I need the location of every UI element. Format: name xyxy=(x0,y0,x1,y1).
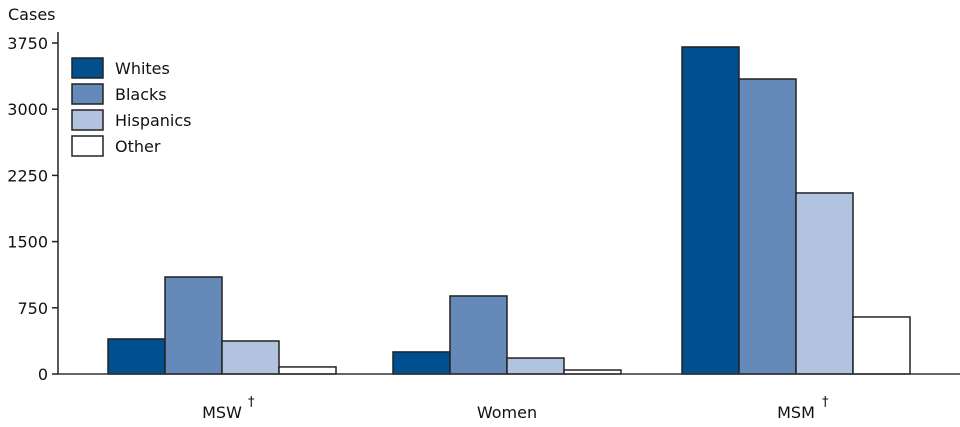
bar-msw-whites xyxy=(107,338,166,375)
legend-label: Hispanics xyxy=(115,111,192,130)
legend-swatch-whites xyxy=(71,57,104,79)
bar-msw-blacks xyxy=(164,276,223,375)
x-tick-footnote-mark: † xyxy=(822,395,829,410)
y-tick-label: 750 xyxy=(17,299,48,318)
bar-msm-other xyxy=(852,316,911,375)
legend-swatch-other xyxy=(71,135,104,157)
bar-msw-hispanics xyxy=(221,340,280,375)
y-tick-label: 3750 xyxy=(7,34,48,53)
legend-swatch-hispanics xyxy=(71,109,104,131)
bar-msm-whites xyxy=(681,46,740,375)
bar-women-blacks xyxy=(449,295,508,375)
y-tick-label: 2250 xyxy=(7,166,48,185)
x-tick-footnote-mark: † xyxy=(248,395,255,410)
legend-label: Blacks xyxy=(115,85,167,104)
x-tick-label: MSW xyxy=(202,403,242,422)
bar-msm-blacks xyxy=(738,78,797,375)
legend-swatch-blacks xyxy=(71,83,104,105)
x-tick-label: MSM xyxy=(777,403,815,422)
y-tick-label: 1500 xyxy=(7,233,48,252)
legend: Whites Blacks Hispanics Other xyxy=(71,57,192,157)
legend-label: Other xyxy=(115,137,161,156)
legend-label: Whites xyxy=(115,59,170,78)
bar-women-hispanics xyxy=(506,357,565,375)
bar-msm-hispanics xyxy=(795,192,854,375)
y-tick-label: 3000 xyxy=(7,100,48,119)
y-axis-label: Cases xyxy=(8,5,56,24)
x-tick-label: Women xyxy=(477,403,537,422)
bar-msw-other xyxy=(278,366,337,375)
y-tick-label: 0 xyxy=(38,365,48,384)
bar-women-whites xyxy=(392,351,451,375)
